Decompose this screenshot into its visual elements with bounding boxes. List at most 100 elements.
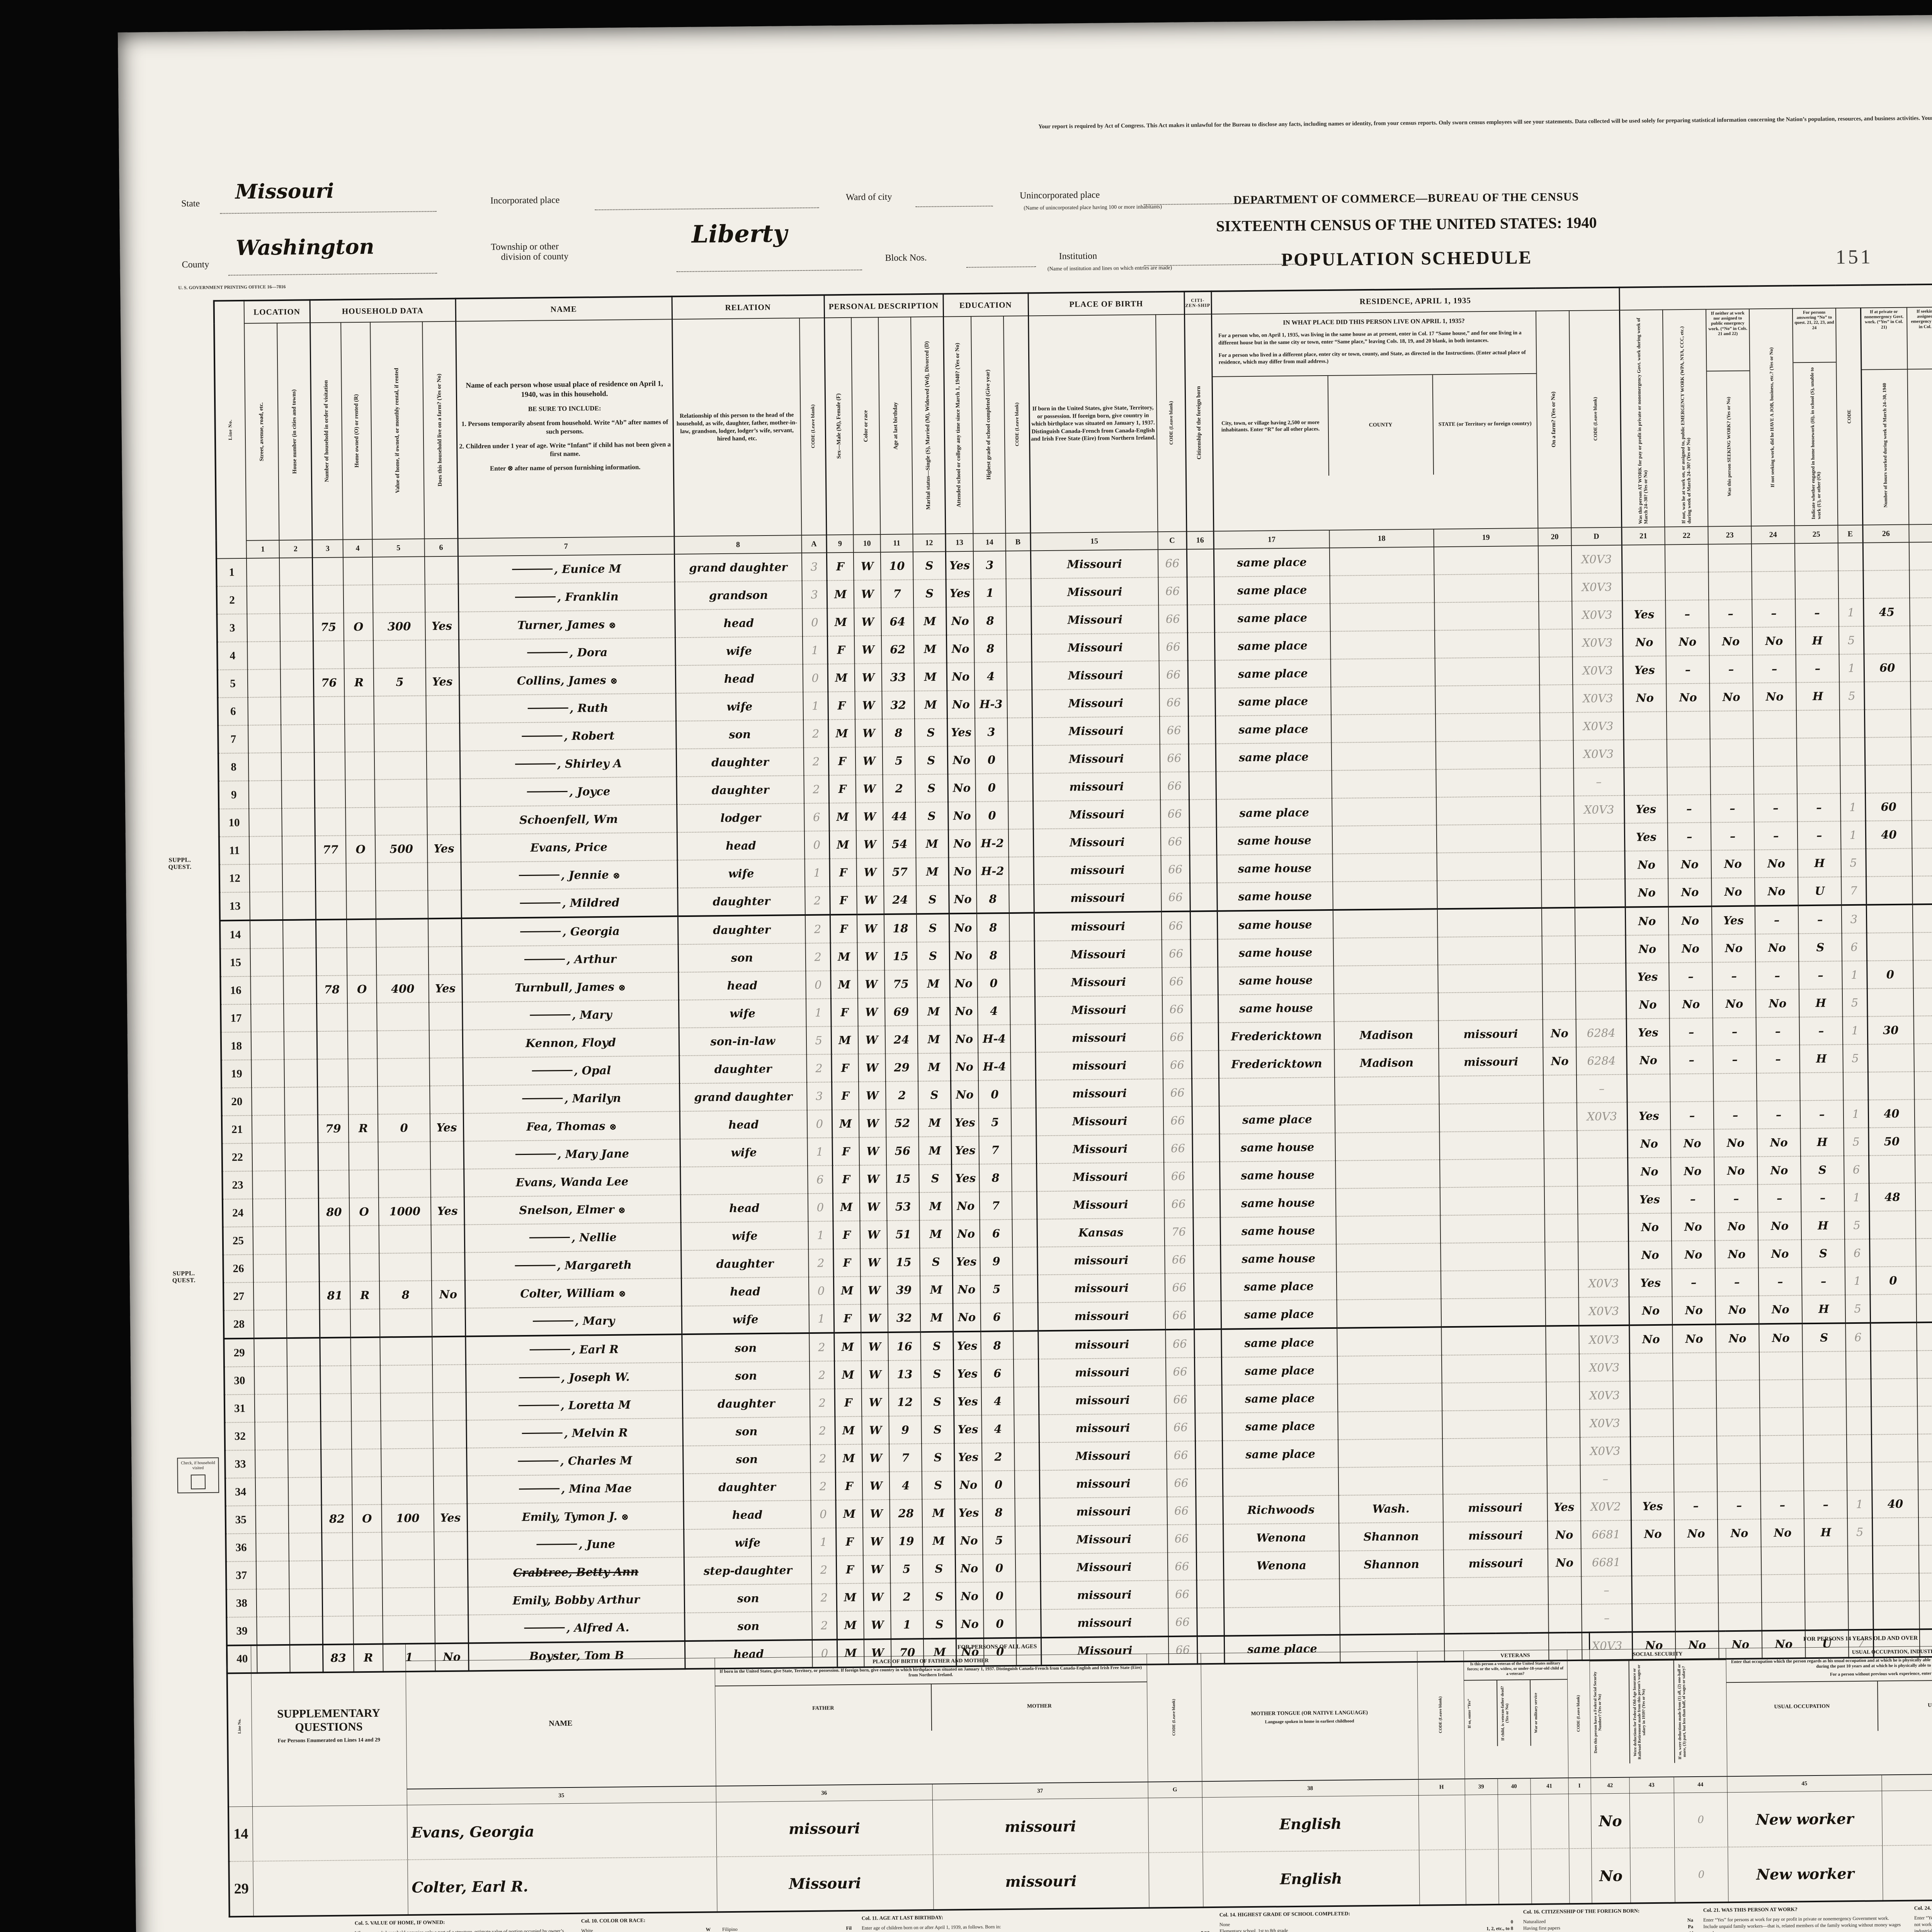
r8-c19 — [1435, 740, 1541, 770]
note-item: October 19395/12 — [1041, 1930, 1209, 1932]
r14-c3 — [315, 919, 347, 948]
r8-cE — [1840, 737, 1865, 766]
r7-c26 — [1864, 709, 1911, 738]
r7-c17: same place — [1215, 714, 1332, 744]
r34-c5 — [381, 1476, 434, 1505]
r15-c17: same house — [1217, 938, 1334, 967]
r19-c23: – — [1713, 1045, 1757, 1074]
r25-cC: 76 — [1164, 1218, 1194, 1246]
r14-cB — [1009, 913, 1034, 941]
r2-cE — [1838, 570, 1864, 599]
supp-col-number-G: G — [1148, 1781, 1202, 1798]
r13-cA: 2 — [805, 886, 830, 915]
r13-c16 — [1190, 883, 1217, 912]
r34-cC: 66 — [1167, 1469, 1196, 1497]
r23-c1 — [252, 1170, 286, 1199]
r35-c15: missouri — [1039, 1497, 1168, 1526]
r36-c1 — [256, 1533, 289, 1561]
r17-c1 — [251, 1003, 284, 1032]
r36-cC: 66 — [1167, 1524, 1196, 1553]
r37-cC: 66 — [1167, 1552, 1197, 1581]
r10-c18 — [1332, 797, 1437, 826]
r19-c7: , Opal — [463, 1056, 680, 1086]
r37-c9: F — [836, 1555, 864, 1584]
r11-cD — [1574, 823, 1625, 852]
r17-c11: 69 — [884, 998, 918, 1026]
r7-c25 — [1796, 710, 1840, 738]
r9-c9: F — [828, 775, 856, 803]
r33-c10: W — [862, 1444, 889, 1472]
r23-cB — [1012, 1163, 1037, 1192]
r39-c20 — [1548, 1604, 1582, 1633]
r21-cC: 66 — [1163, 1106, 1192, 1135]
r17-c19 — [1438, 992, 1543, 1021]
r38-c21 — [1631, 1575, 1675, 1604]
r3-c8: head — [675, 609, 803, 638]
r15-c12: S — [917, 942, 950, 970]
col12-header: Marital status—Single (S), Married (M), … — [911, 316, 946, 534]
r6-cB — [1007, 690, 1032, 718]
r21-cE: 1 — [1843, 1100, 1869, 1128]
r16-c8: head — [678, 971, 806, 1000]
r12-cA: 1 — [804, 859, 830, 887]
supp-col46-subheader: USUAL INDUSTRY — [1878, 1680, 1932, 1731]
r38-cC: 66 — [1168, 1580, 1197, 1609]
r16-c26: 0 — [1867, 960, 1913, 989]
r36-c3 — [321, 1532, 353, 1561]
r1-c2 — [279, 558, 313, 586]
r29-c8: son — [682, 1333, 810, 1363]
r7-c3 — [314, 724, 345, 753]
r6-lnL: 6 — [218, 697, 248, 726]
r11-cB — [1008, 829, 1034, 857]
r14-c17: same house — [1217, 910, 1333, 939]
r20-c20 — [1543, 1075, 1577, 1103]
r28-c20 — [1545, 1297, 1579, 1326]
r36-c5 — [382, 1532, 434, 1560]
r19-cB — [1010, 1052, 1036, 1080]
r20-c23 — [1713, 1073, 1757, 1102]
r19-c11: 29 — [885, 1053, 918, 1082]
r4-c14: 8 — [974, 634, 1007, 663]
col3-header: Number of household in order of visitati… — [310, 322, 343, 540]
r31-c16 — [1194, 1385, 1222, 1413]
r34-c6 — [433, 1476, 467, 1504]
r10-c8: lodger — [677, 803, 804, 833]
r19-c6 — [429, 1058, 463, 1086]
r2-c25 — [1795, 571, 1839, 599]
r7-c19 — [1435, 713, 1540, 742]
r34-c17 — [1222, 1467, 1339, 1497]
r23-c6 — [430, 1169, 464, 1197]
ward-blank — [915, 194, 993, 207]
r23-c8 — [680, 1165, 808, 1195]
r37-c26 — [1872, 1545, 1919, 1574]
r8-c10: W — [855, 747, 883, 775]
r6-c20 — [1539, 684, 1573, 713]
r32-c6 — [433, 1420, 467, 1449]
r11-c9: M — [829, 830, 857, 859]
supp-r29-c42: No — [1591, 1848, 1631, 1904]
r30-c8: son — [682, 1361, 810, 1391]
household-check-box: Check, if household visited — [177, 1457, 219, 1494]
r17-c9: F — [830, 998, 858, 1027]
r16-c25: – — [1799, 961, 1842, 990]
r30-c25 — [1802, 1351, 1846, 1380]
r32-c8: son — [682, 1417, 811, 1446]
r29-c27 — [1917, 1322, 1932, 1351]
r2-cA: 3 — [802, 580, 827, 609]
col24-header: If not seeking work, did he HAVE A JOB, … — [1749, 308, 1795, 526]
r6-c11: 32 — [882, 691, 915, 719]
r26-cB — [1012, 1247, 1037, 1275]
r4-c16 — [1187, 632, 1215, 661]
r25-c23: No — [1714, 1212, 1759, 1241]
r19-c1 — [251, 1059, 285, 1088]
note-item: Filipino Fil — [722, 1925, 852, 1932]
group-household-data: HOUSEHOLD DATA — [310, 298, 456, 323]
r8-c12: S — [915, 746, 948, 775]
r5-cC: 66 — [1159, 660, 1188, 689]
supp-col39-subheader: If so, enter “Yes” — [1464, 1680, 1498, 1747]
r6-c26 — [1864, 681, 1911, 710]
supp-social-security-header: SOCIAL SECURITY Does this person have a … — [1589, 1648, 1727, 1778]
r7-c1 — [248, 725, 281, 753]
r30-c5 — [380, 1365, 433, 1393]
r4-c9: F — [827, 636, 855, 664]
